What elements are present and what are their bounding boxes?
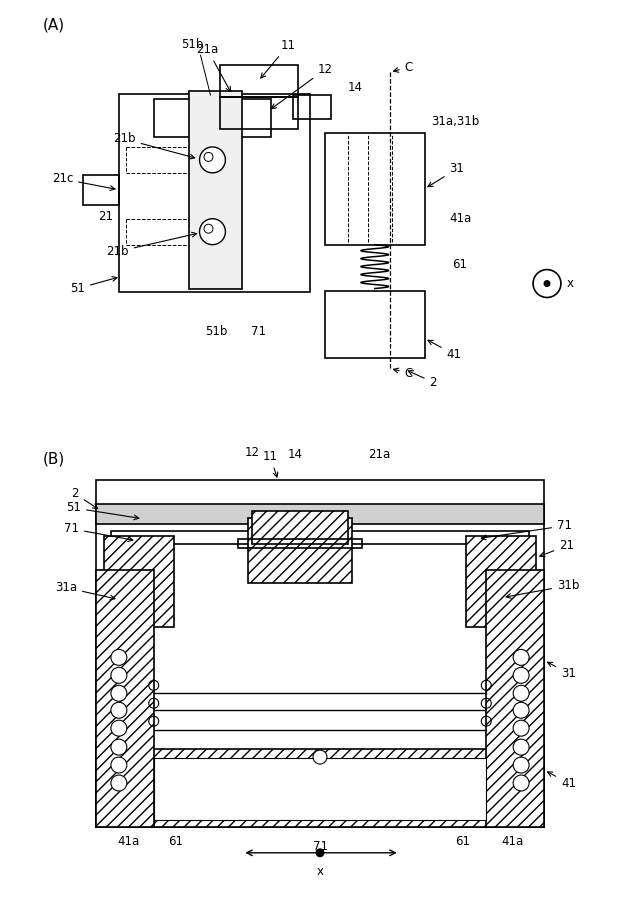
Bar bbox=[467, 536, 536, 627]
Circle shape bbox=[200, 147, 225, 173]
Bar bbox=[220, 97, 298, 129]
Circle shape bbox=[111, 668, 127, 683]
Bar bbox=[248, 518, 352, 583]
Bar bbox=[104, 536, 173, 627]
Text: 71: 71 bbox=[312, 840, 328, 853]
Bar bbox=[252, 511, 348, 544]
Bar bbox=[119, 94, 310, 291]
Bar bbox=[111, 530, 529, 544]
Text: 71: 71 bbox=[481, 519, 572, 540]
Text: 41: 41 bbox=[428, 340, 461, 361]
Circle shape bbox=[513, 649, 529, 665]
Text: C: C bbox=[394, 60, 413, 73]
Text: 2: 2 bbox=[72, 487, 98, 508]
Text: 31a: 31a bbox=[55, 581, 115, 600]
Text: 31: 31 bbox=[428, 162, 464, 187]
Circle shape bbox=[513, 703, 529, 718]
Bar bbox=[96, 480, 544, 827]
Circle shape bbox=[513, 775, 529, 791]
Circle shape bbox=[111, 739, 127, 755]
Bar bbox=[96, 504, 544, 524]
Bar bbox=[325, 133, 424, 245]
Text: 41a: 41a bbox=[449, 213, 472, 225]
Bar bbox=[154, 758, 486, 820]
Circle shape bbox=[316, 848, 324, 857]
Text: 51: 51 bbox=[70, 277, 117, 295]
Text: 41a: 41a bbox=[501, 834, 524, 848]
Circle shape bbox=[543, 280, 550, 287]
Text: x: x bbox=[567, 277, 574, 290]
Bar bbox=[220, 65, 298, 97]
Bar bbox=[96, 749, 544, 827]
Circle shape bbox=[513, 739, 529, 755]
Text: 14: 14 bbox=[288, 448, 303, 461]
Text: 12: 12 bbox=[244, 446, 260, 459]
Text: 21c: 21c bbox=[52, 172, 115, 191]
Text: 11: 11 bbox=[261, 38, 296, 78]
Circle shape bbox=[513, 720, 529, 736]
Text: 2: 2 bbox=[408, 371, 437, 388]
Text: 31b: 31b bbox=[506, 579, 579, 598]
Text: 21a: 21a bbox=[368, 448, 390, 461]
Bar bbox=[238, 539, 362, 548]
Text: 11: 11 bbox=[262, 450, 278, 477]
Text: 61: 61 bbox=[168, 834, 183, 848]
Circle shape bbox=[111, 720, 127, 736]
Circle shape bbox=[200, 219, 225, 245]
Circle shape bbox=[111, 758, 127, 773]
Circle shape bbox=[513, 685, 529, 702]
Bar bbox=[189, 91, 243, 289]
Bar bbox=[96, 570, 154, 827]
Text: x: x bbox=[317, 865, 323, 878]
Circle shape bbox=[513, 758, 529, 773]
Text: C: C bbox=[394, 366, 413, 380]
Bar bbox=[154, 99, 271, 137]
Circle shape bbox=[111, 685, 127, 702]
Circle shape bbox=[533, 269, 561, 298]
Circle shape bbox=[111, 703, 127, 718]
Circle shape bbox=[313, 750, 327, 764]
Bar bbox=[486, 570, 544, 827]
Text: 41a: 41a bbox=[118, 834, 140, 848]
Circle shape bbox=[513, 668, 529, 683]
Text: 51b: 51b bbox=[181, 38, 204, 51]
Bar bbox=[293, 95, 331, 119]
Text: 31a,31b: 31a,31b bbox=[431, 114, 480, 127]
Text: 31: 31 bbox=[548, 662, 576, 680]
Circle shape bbox=[204, 152, 213, 161]
Text: 51: 51 bbox=[66, 501, 139, 519]
Text: (A): (A) bbox=[44, 17, 65, 32]
Text: 21a: 21a bbox=[196, 43, 230, 92]
Text: 71: 71 bbox=[64, 522, 133, 541]
Circle shape bbox=[111, 649, 127, 665]
Bar bbox=[83, 175, 119, 205]
Text: 41: 41 bbox=[548, 772, 576, 790]
Text: 61: 61 bbox=[455, 834, 470, 848]
Text: 21: 21 bbox=[98, 211, 113, 224]
Text: 21b: 21b bbox=[106, 233, 196, 258]
Circle shape bbox=[204, 224, 213, 234]
Text: 21: 21 bbox=[540, 540, 574, 557]
Circle shape bbox=[111, 775, 127, 791]
Text: 12: 12 bbox=[271, 62, 333, 109]
Text: 61: 61 bbox=[452, 258, 467, 271]
Text: 21b: 21b bbox=[113, 133, 195, 158]
Text: 71: 71 bbox=[251, 325, 266, 338]
Text: 14: 14 bbox=[348, 81, 363, 93]
Text: (B): (B) bbox=[44, 451, 65, 466]
Text: 51b: 51b bbox=[205, 325, 228, 338]
Bar bbox=[325, 290, 424, 358]
